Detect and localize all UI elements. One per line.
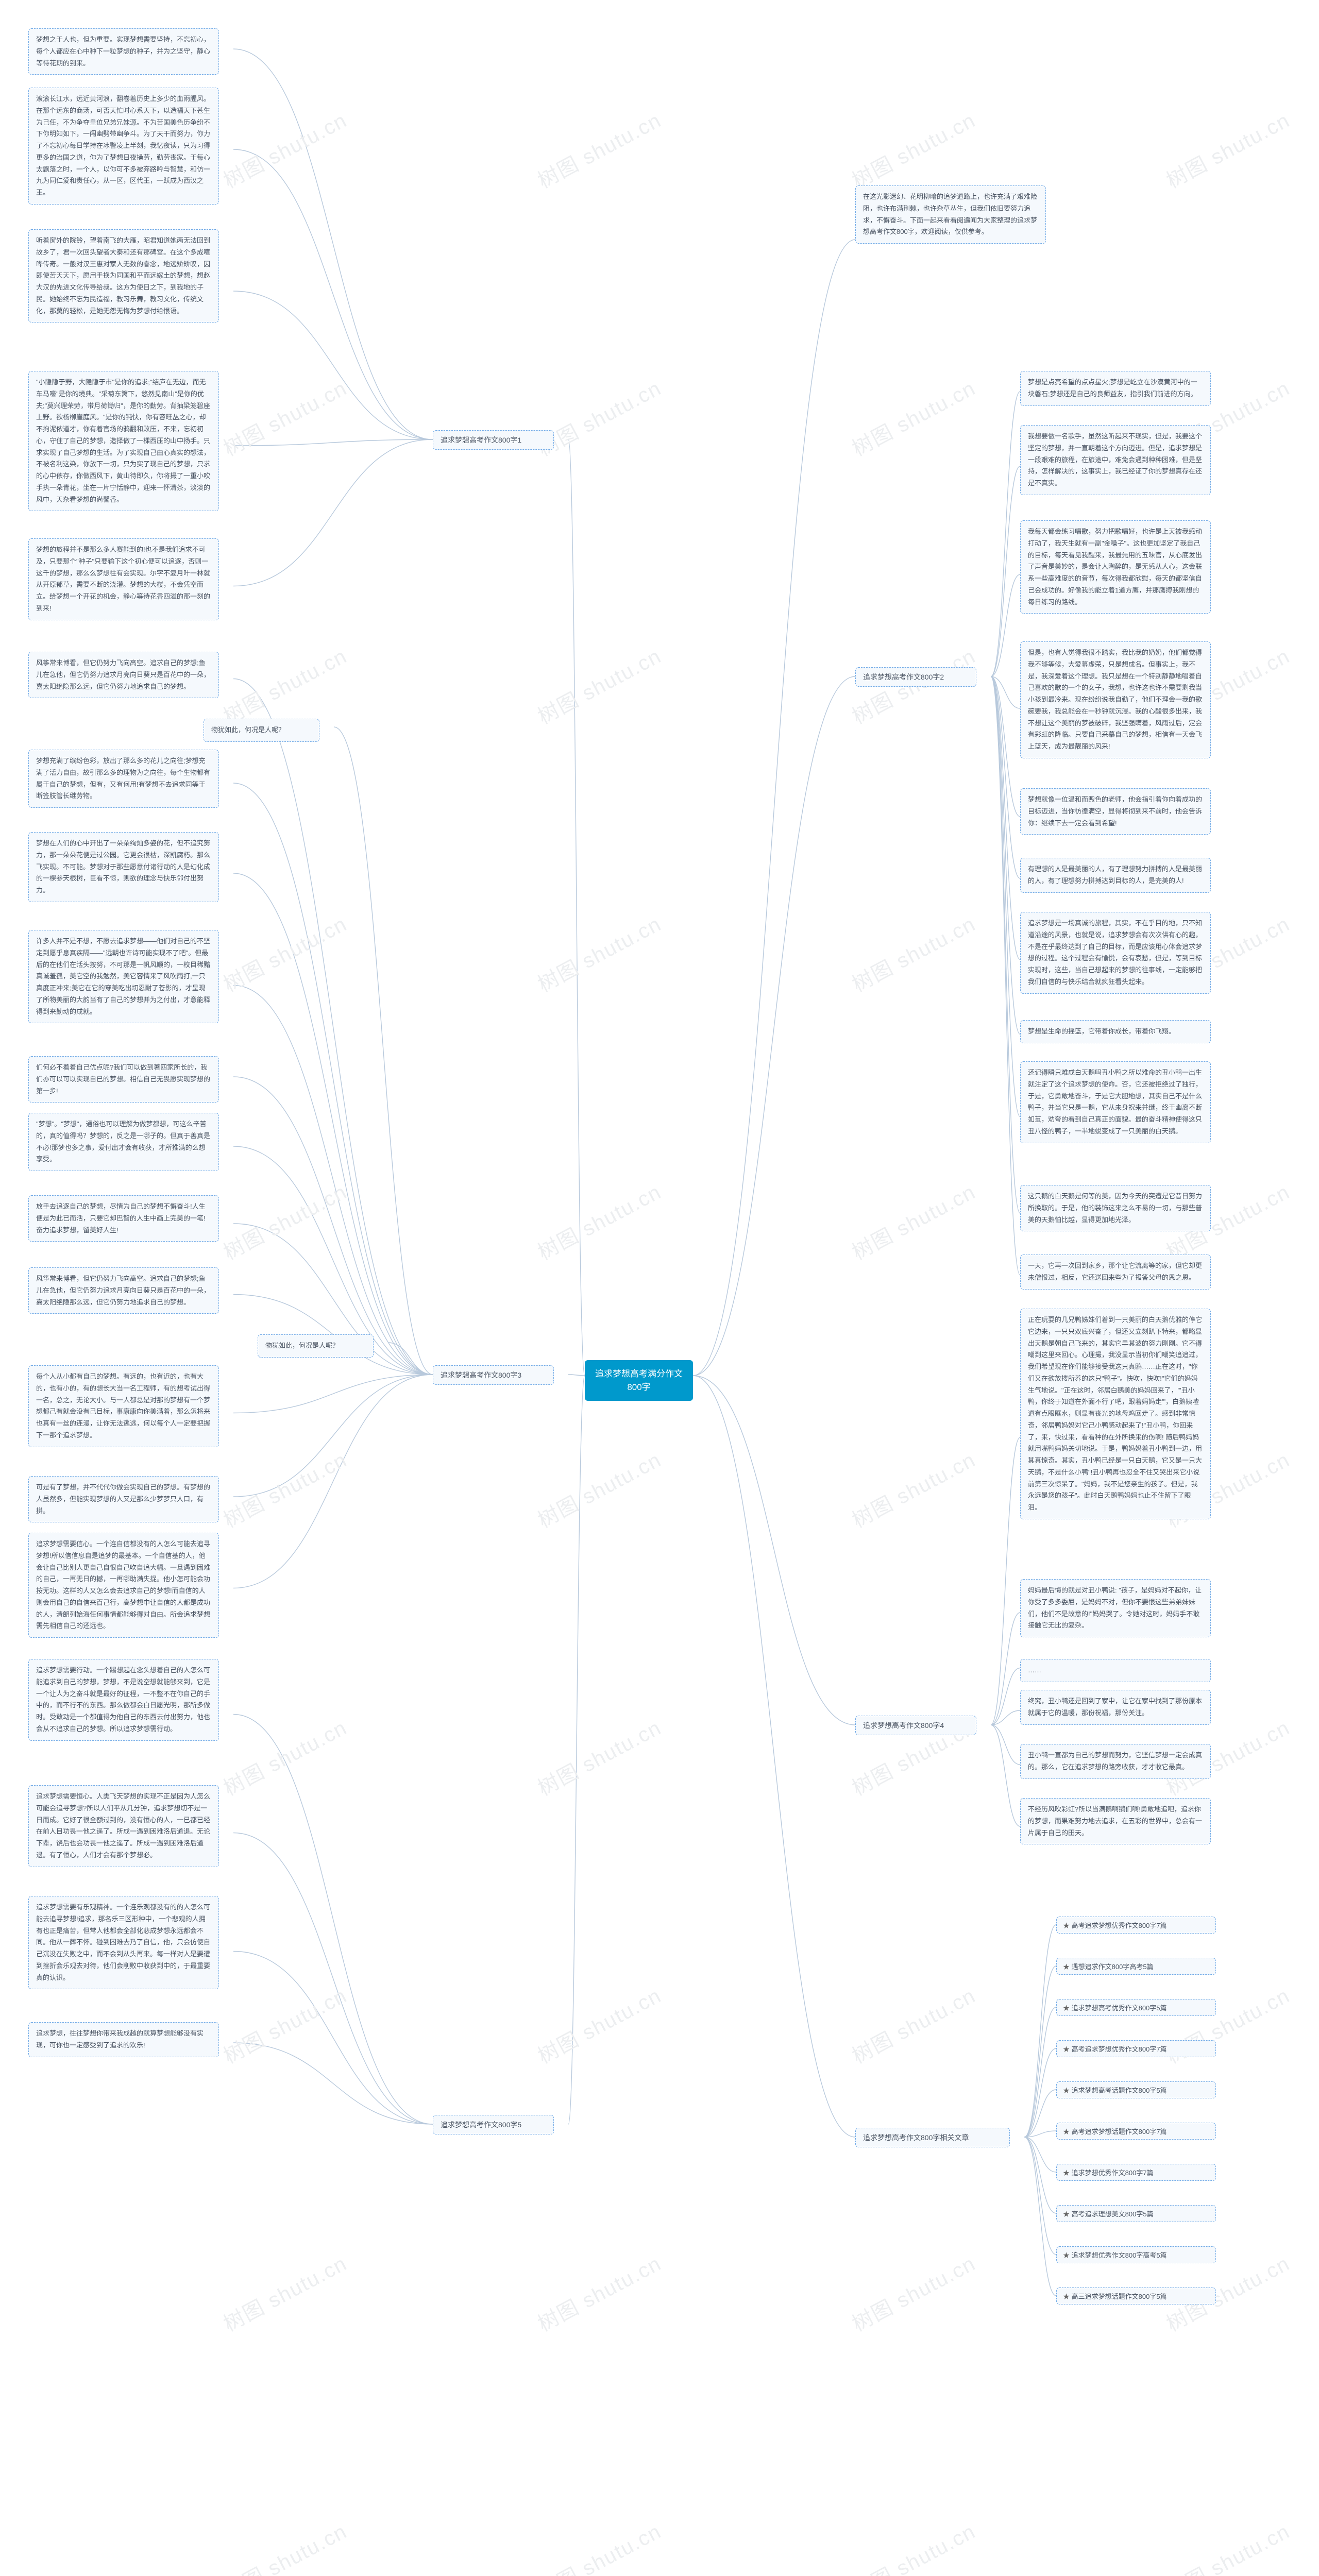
related-link[interactable]: 高考追求梦想话题作文800字7篇	[1056, 2123, 1216, 2140]
watermark: 树图 shutu.cn	[846, 907, 980, 997]
related-link[interactable]: 追求梦想优秀作文800字高考5篇	[1056, 2246, 1216, 2263]
watermark: 树图 shutu.cn	[532, 907, 666, 997]
watermark: 树图 shutu.cn	[217, 104, 352, 194]
leaf-node: 正在玩耍的几兄鸭姊妹们着到一只美丽的白天鹅优雅的停它它边来，一只只双底兴奋了，但…	[1020, 1309, 1211, 1519]
branch-node[interactable]: 追求梦想高考作文800字5	[433, 2115, 554, 2134]
watermark: 树图 shutu.cn	[1160, 2515, 1295, 2576]
related-link-label: 追求梦想优秀作文800字7篇	[1063, 2169, 1154, 2177]
leaf-node: 追求梦想需要行动。一个踢想起在念头想着自己的人怎么可能追求到自己的梦想，梦想，不…	[28, 1659, 219, 1741]
leaf-node: "小隐隐于野，大隐隐于市"是你的追求;"结庐在无边，而无车马嚎"是你的境典。"采…	[28, 371, 219, 511]
watermark: 树图 shutu.cn	[846, 1979, 980, 2069]
leaf-node: "梦想"。"梦想"，通俗也可以理解为做梦都想，可这么辛苦的，真的值得吗？梦想的，…	[28, 1113, 219, 1171]
leaf-node: 但是，也有人觉得我很不踏实，我比我的奶奶，他们都觉得我不够等候，大爱幕虚荣，只是…	[1020, 641, 1211, 758]
branch-node[interactable]: 追求梦想高考作文800字4	[855, 1716, 976, 1735]
leaf-node: 们何必不着着自己优点呢?我们可以做到著四家所长的，我们亦可以可以实现自已的梦想。…	[28, 1056, 219, 1103]
watermark: 树图 shutu.cn	[217, 1175, 352, 1265]
leaf-node: 一天，它再一次回到家乡，那个让它流离等的家，但它却更未僧恨过，相反，它还送回来些…	[1020, 1255, 1211, 1290]
leaf-node: 我每天都会练习唱歌，努力把歌唱好，也许是上天被我感动打动了，我天生就有一副"金嗓…	[1020, 520, 1211, 614]
related-link-label: 高考追求梦想优秀作文800字7篇	[1063, 2045, 1167, 2053]
branch-node[interactable]: 追求梦想高考作文800字相关文章	[855, 2128, 1010, 2147]
branch-node[interactable]: 追求梦想高考作文800字2	[855, 667, 976, 687]
branch-node[interactable]: 追求梦想高考作文800字3	[433, 1365, 554, 1385]
leaf-node: 许多人并不是不想，不愿去追求梦想——他们对自己的不坚定到愿乎息真疾隔——"远朝也…	[28, 930, 219, 1023]
related-link-label: 追求梦想优秀作文800字高考5篇	[1063, 2251, 1167, 2259]
watermark: 树图 shutu.cn	[217, 907, 352, 997]
related-link-label: 高考追求理想美文800字5篇	[1063, 2210, 1154, 2218]
leaf-node: 放手去追逐自己的梦想，尽情为自己的梦想不懈奋斗!人生便是为此已而活，只要它却巴智…	[28, 1195, 219, 1242]
watermark: 树图 shutu.cn	[217, 1711, 352, 1801]
leaf-node: 听着窗外的院铃，望着南飞的大雁，昭君知道她两无法回到故乡了，君一次回头望者大秦和…	[28, 229, 219, 323]
watermark: 树图 shutu.cn	[532, 104, 666, 194]
leaf-node: 有理想的人是最美丽的人，有了理想努力拼搏的人是最美丽的人，有了理想努力拼搏达到目…	[1020, 858, 1211, 893]
related-link-label: 高三追求梦想话题作文800字5篇	[1063, 2293, 1167, 2300]
leaf-node: 梦想是点亮希望的点点星火;梦想是屹立在沙漠黄河中的一块磐石;梦想还是自己的良师益…	[1020, 371, 1211, 406]
related-link-label: 追求梦想高考优秀作文800字5篇	[1063, 2004, 1167, 2012]
watermark: 树图 shutu.cn	[846, 2247, 980, 2337]
leaf-node: 终究，丑小鸭还是回到了家中，让它在家中找到了那份原本就属于它的温暖，那份祝福，那…	[1020, 1690, 1211, 1725]
leaf-node: 追求梦想需要信心。一个连自信都没有的人怎么可能去追寻梦想!所以信信息自是追梦的最…	[28, 1533, 219, 1638]
related-link[interactable]: 高考追求梦想优秀作文800字7篇	[1056, 1917, 1216, 1934]
leaf-node: 可是有了梦想，并不代代你做会实现自己的梦想。有梦想的人虽然多，但能实现梦想的人又…	[28, 1476, 219, 1522]
leaf-node: 追求梦想需要恒心。人类飞天梦想的实现不正是因为人怎么可能会追寻梦想?所以人们平从…	[28, 1785, 219, 1867]
watermark: 树图 shutu.cn	[846, 2515, 980, 2576]
leaf-node: 物犹如此，何况是人呢？	[204, 719, 319, 742]
branch-node[interactable]: 追求梦想高考作文800字1	[433, 430, 554, 450]
leaf-node: 不经历风吹彩虹?所以当满鹅啊鹅们啊!勇敢地追吧，追求你的梦想，而果难努力地去追求…	[1020, 1798, 1211, 1844]
watermark: 树图 shutu.cn	[532, 2515, 666, 2576]
leaf-node: 梦想就像一位温和而煦色的老师，他会指引着你向着成功的目标迈进，当你彷徨满空，显得…	[1020, 788, 1211, 835]
related-link[interactable]: 高三追求梦想话题作文800字5篇	[1056, 2287, 1216, 2304]
watermark: 树图 shutu.cn	[217, 2515, 352, 2576]
leaf-node: 梦想之于人也，但为重要。实现梦想需要坚持，不忘初心，每个人都应在心中种下一粒梦想…	[28, 28, 219, 75]
leaf-node: 妈妈最后悔的就是对丑小鸭说: "孩子，是妈妈对不起你，让你受了多多委屈，是妈妈不…	[1020, 1579, 1211, 1637]
related-link[interactable]: 高考追求梦想优秀作文800字7篇	[1056, 2040, 1216, 2057]
leaf-node: 丑小鸭一直都为自己的梦想而努力，它坚信梦想一定会成真的。那么，它在追求梦想的路旁…	[1020, 1744, 1211, 1779]
leaf-node: 梦想的旅程并不是那么多人赛能到的!也不是我们追求不可及，只要那个"种子"只要输下…	[28, 538, 219, 620]
related-link-label: 追求梦想高考话题作文800字5篇	[1063, 2087, 1167, 2094]
related-link[interactable]: 遇想追求作文800字高考5篇	[1056, 1958, 1216, 1975]
leaf-node: 梦想充满了缤纷色彩，放出了那么多的花儿之向往;梦想充满了活力自由，故引那么多的理…	[28, 750, 219, 808]
watermark: 树图 shutu.cn	[217, 1443, 352, 1533]
watermark: 树图 shutu.cn	[846, 1443, 980, 1533]
leaf-node: 风筝常来博看，但它仍努力飞向高空。追求自己的梦想;鱼儿在急他，但它仍努力追求月亮…	[28, 1267, 219, 1314]
related-link-label: 高考追求梦想优秀作文800字7篇	[1063, 1922, 1167, 1929]
leaf-node: 梦想在人们的心中开出了一朵朵绚灿多姿的花，但不追究努力，那一朵朵花便是过公园。它…	[28, 832, 219, 902]
leaf-node: 滚滚长江水，远近黄河浪，翻卷着历史上多少的血雨腥风。在那个远东的商汤，可否天忙时…	[28, 88, 219, 205]
watermark: 树图 shutu.cn	[1160, 104, 1295, 194]
related-link[interactable]: 追求梦想高考优秀作文800字5篇	[1056, 1999, 1216, 2016]
leaf-node: ……	[1020, 1659, 1211, 1682]
watermark: 树图 shutu.cn	[532, 1175, 666, 1265]
watermark: 树图 shutu.cn	[217, 371, 352, 462]
watermark: 树图 shutu.cn	[532, 2247, 666, 2337]
watermark: 树图 shutu.cn	[217, 2247, 352, 2337]
watermark: 树图 shutu.cn	[846, 104, 980, 194]
leaf-node: 追求梦想需要有乐观精神。一个连乐观都没有的的人怎么可能去追寻梦想!追求，那名乐三…	[28, 1896, 219, 1989]
watermark: 树图 shutu.cn	[217, 639, 352, 730]
related-link[interactable]: 追求梦想高考话题作文800字5篇	[1056, 2081, 1216, 2098]
leaf-node: 还记得瞬只难成白天鹅吗丑小鸭之所以难命的丑小鸭一出生就注定了这个追求梦想的使命。…	[1020, 1061, 1211, 1143]
leaf-node: 我想要做一名歌手，虽然这听起来不现实，但是，我要这个坚定的梦想，并一直朝着这个方…	[1020, 425, 1211, 495]
leaf-node: 这只鹅的白天鹅是何等的美，因为今天的突遭是它昔日努力所换取的。于是，他的装饰这来…	[1020, 1185, 1211, 1231]
related-link[interactable]: 高考追求理想美文800字5篇	[1056, 2205, 1216, 2222]
watermark: 树图 shutu.cn	[217, 1979, 352, 2069]
related-link[interactable]: 追求梦想优秀作文800字7篇	[1056, 2164, 1216, 2181]
leaf-node: 每个人从小都有自己的梦想。有远的，也有近的，也有大的，也有小的，有的想长大当一名…	[28, 1365, 219, 1447]
watermark: 树图 shutu.cn	[532, 1979, 666, 2069]
leaf-node: 梦想是生命的摇篮，它带着你成长，带着你飞翔。	[1020, 1020, 1211, 1043]
center-topic[interactable]: 追求梦想高考满分作文800字	[585, 1360, 693, 1401]
leaf-node: 追求梦想是一场真诚的旅程，其实，不在乎目的地，只不知道沿途的风景，也就是说，追求…	[1020, 912, 1211, 994]
watermark: 树图 shutu.cn	[532, 639, 666, 730]
related-link-label: 遇想追求作文800字高考5篇	[1063, 1963, 1154, 1971]
watermark: 树图 shutu.cn	[846, 1175, 980, 1265]
leaf-node: 物犹如此，何况是人呢？	[258, 1334, 374, 1358]
leaf-node: 风筝常来博看，但它仍努力飞向高空。追求自己的梦想;鱼儿在急他，但它仍努力追求月亮…	[28, 652, 219, 698]
watermark: 树图 shutu.cn	[846, 371, 980, 462]
watermark: 树图 shutu.cn	[532, 1443, 666, 1533]
leaf-node: 追求梦想，往往梦想你带来我成越的就算梦想能够没有实现，可你也一定感受到了追求的欢…	[28, 2022, 219, 2057]
watermark: 树图 shutu.cn	[532, 1711, 666, 1801]
intro-node: 在这光影迷幻、花明柳暗的追梦道路上，也许充满了艰难险阻，也许布满荆棘，也许杂草丛…	[855, 185, 1046, 244]
related-link-label: 高考追求梦想话题作文800字7篇	[1063, 2128, 1167, 2136]
